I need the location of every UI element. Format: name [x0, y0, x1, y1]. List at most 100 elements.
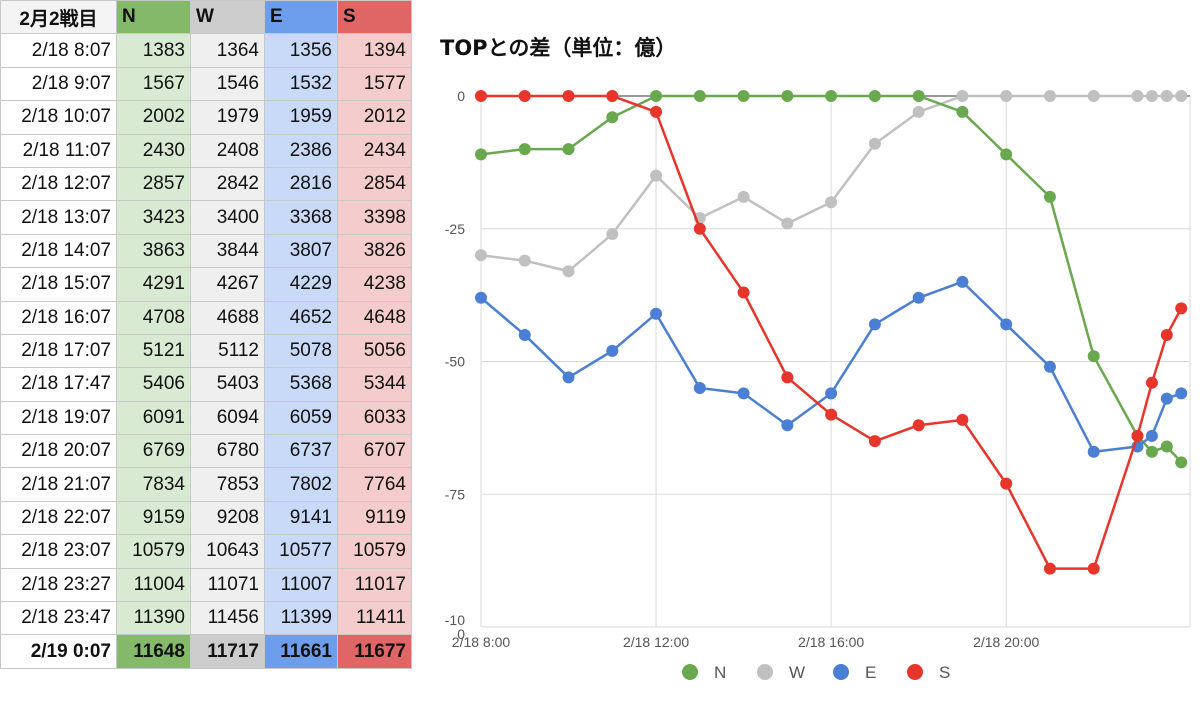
value-cell[interactable]: 3863	[116, 233, 191, 269]
table-header-n[interactable]: N	[116, 0, 191, 35]
time-cell[interactable]: 2/18 17:07	[0, 333, 117, 369]
value-cell[interactable]: 10579	[116, 534, 191, 569]
value-cell[interactable]: 9119	[337, 500, 412, 536]
time-cell[interactable]: 2/18 12:07	[0, 166, 117, 202]
value-cell[interactable]: 5344	[337, 367, 412, 402]
value-cell[interactable]: 4688	[190, 300, 265, 335]
value-cell[interactable]: 7802	[264, 467, 338, 502]
value-cell[interactable]: 4291	[116, 267, 191, 302]
table-header-e[interactable]: E	[264, 0, 338, 35]
value-cell[interactable]: 1959	[264, 100, 338, 135]
value-cell[interactable]: 5368	[264, 367, 338, 402]
value-cell[interactable]: 11456	[190, 601, 265, 636]
time-cell[interactable]: 2/18 14:07	[0, 233, 117, 269]
value-cell[interactable]: 1356	[264, 33, 338, 68]
time-cell[interactable]: 2/18 16:07	[0, 300, 117, 335]
time-cell[interactable]: 2/18 23:47	[0, 601, 117, 636]
value-cell[interactable]: 4648	[337, 300, 412, 335]
time-cell[interactable]: 2/18 19:07	[0, 400, 117, 436]
value-cell[interactable]: 6091	[116, 400, 191, 436]
value-cell[interactable]: 6780	[190, 434, 265, 469]
value-cell[interactable]: 1532	[264, 66, 338, 102]
value-cell[interactable]: 1979	[190, 100, 265, 135]
value-cell[interactable]: 6737	[264, 434, 338, 469]
value-cell[interactable]: 4229	[264, 267, 338, 302]
time-cell[interactable]: 2/18 10:07	[0, 100, 117, 135]
value-cell[interactable]: 6769	[116, 434, 191, 469]
time-cell[interactable]: 2/19 0:07	[0, 634, 117, 669]
value-cell[interactable]: 5403	[190, 367, 265, 402]
value-cell[interactable]: 1364	[190, 33, 265, 68]
value-cell[interactable]: 2816	[264, 166, 338, 202]
value-cell[interactable]: 2857	[116, 166, 191, 202]
value-cell[interactable]: 9159	[116, 500, 191, 536]
value-cell[interactable]: 3844	[190, 233, 265, 269]
value-cell[interactable]: 2002	[116, 100, 191, 135]
table-header-s[interactable]: S	[337, 0, 412, 35]
table-header-label[interactable]: 2月2戦目	[0, 0, 117, 35]
time-cell[interactable]: 2/18 13:07	[0, 200, 117, 235]
value-cell[interactable]: 11017	[337, 567, 412, 603]
value-cell[interactable]: 11007	[264, 567, 338, 603]
time-cell[interactable]: 2/18 9:07	[0, 66, 117, 102]
value-cell[interactable]: 11399	[264, 601, 338, 636]
value-cell[interactable]: 5121	[116, 333, 191, 369]
value-cell[interactable]: 3368	[264, 200, 338, 235]
time-cell[interactable]: 2/18 21:07	[0, 467, 117, 502]
value-cell[interactable]: 11661	[264, 634, 338, 669]
value-cell[interactable]: 11648	[116, 634, 191, 669]
value-cell[interactable]: 3826	[337, 233, 412, 269]
value-cell[interactable]: 4238	[337, 267, 412, 302]
time-cell[interactable]: 2/18 20:07	[0, 434, 117, 469]
value-cell[interactable]: 2430	[116, 133, 191, 168]
value-cell[interactable]: 6059	[264, 400, 338, 436]
value-cell[interactable]: 11071	[190, 567, 265, 603]
value-cell[interactable]: 10577	[264, 534, 338, 569]
time-cell[interactable]: 2/18 11:07	[0, 133, 117, 168]
value-cell[interactable]: 4652	[264, 300, 338, 335]
value-cell[interactable]: 10579	[337, 534, 412, 569]
value-cell[interactable]: 11411	[337, 601, 412, 636]
value-cell[interactable]: 1394	[337, 33, 412, 68]
value-cell[interactable]: 2012	[337, 100, 412, 135]
time-cell[interactable]: 2/18 17:47	[0, 367, 117, 402]
value-cell[interactable]: 11677	[337, 634, 412, 669]
value-cell[interactable]: 10643	[190, 534, 265, 569]
value-cell[interactable]: 2408	[190, 133, 265, 168]
value-cell[interactable]: 6707	[337, 434, 412, 469]
value-cell[interactable]: 2386	[264, 133, 338, 168]
value-cell[interactable]: 11717	[190, 634, 265, 669]
value-cell[interactable]: 1577	[337, 66, 412, 102]
time-cell[interactable]: 2/18 8:07	[0, 33, 117, 68]
value-cell[interactable]: 2842	[190, 166, 265, 202]
value-cell[interactable]: 1383	[116, 33, 191, 68]
time-cell[interactable]: 2/18 22:07	[0, 500, 117, 536]
value-cell[interactable]: 5056	[337, 333, 412, 369]
value-cell[interactable]: 3423	[116, 200, 191, 235]
value-cell[interactable]: 5406	[116, 367, 191, 402]
value-cell[interactable]: 2854	[337, 166, 412, 202]
value-cell[interactable]: 11004	[116, 567, 191, 603]
value-cell[interactable]: 3400	[190, 200, 265, 235]
table-header-w[interactable]: W	[190, 0, 265, 35]
value-cell[interactable]: 2434	[337, 133, 412, 168]
value-cell[interactable]: 9208	[190, 500, 265, 536]
value-cell[interactable]: 6033	[337, 400, 412, 436]
value-cell[interactable]: 1546	[190, 66, 265, 102]
value-cell[interactable]: 4267	[190, 267, 265, 302]
time-cell[interactable]: 2/18 23:07	[0, 534, 117, 569]
value-cell[interactable]: 7853	[190, 467, 265, 502]
value-cell[interactable]: 7834	[116, 467, 191, 502]
value-cell[interactable]: 5112	[190, 333, 265, 369]
value-cell[interactable]: 3807	[264, 233, 338, 269]
value-cell[interactable]: 9141	[264, 500, 338, 536]
value-cell[interactable]: 5078	[264, 333, 338, 369]
value-cell[interactable]: 1567	[116, 66, 191, 102]
time-cell[interactable]: 2/18 23:27	[0, 567, 117, 603]
value-cell[interactable]: 4708	[116, 300, 191, 335]
value-cell[interactable]: 7764	[337, 467, 412, 502]
value-cell[interactable]: 6094	[190, 400, 265, 436]
time-cell[interactable]: 2/18 15:07	[0, 267, 117, 302]
value-cell[interactable]: 3398	[337, 200, 412, 235]
value-cell[interactable]: 11390	[116, 601, 191, 636]
